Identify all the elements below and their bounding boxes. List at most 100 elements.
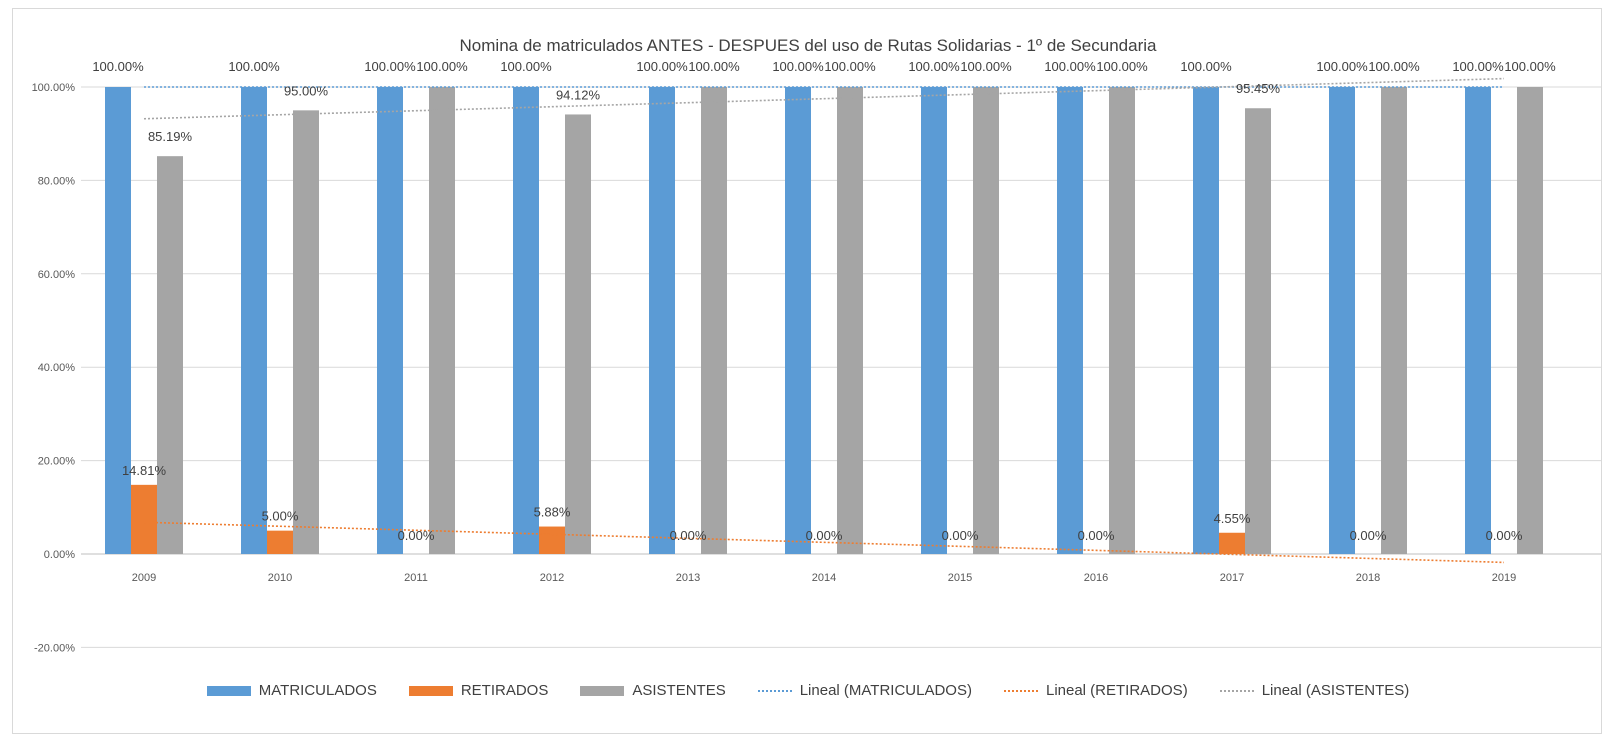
trendlines (143, 77, 1505, 564)
legend-swatch-asistentes (580, 685, 625, 696)
legend-item-retirados: RETIRADOS (408, 682, 549, 699)
bar-matriculados (377, 87, 403, 554)
data-label-matriculados: 100.00% (500, 59, 552, 74)
legend-swatch-retirados (408, 685, 453, 696)
y-tick-label: 40.00% (38, 362, 76, 374)
x-tick-label: 2015 (948, 572, 972, 584)
trendline-asistentes (143, 77, 1505, 120)
y-tick-label: -20.00% (34, 642, 75, 654)
data-label-matriculados: 100.00% (228, 59, 280, 74)
data-label-retirados: 0.00% (806, 528, 843, 543)
legend-line-trend-matriculados (757, 689, 792, 692)
data-label-matriculados: 100.00% (908, 59, 960, 74)
legend-item-trend-retirados: Lineal (RETIRADOS) (1003, 682, 1188, 699)
bar-asistentes (1245, 108, 1271, 554)
chart-plot-area: -20.00% 0.00% 20.00% 40.00% 60.00% 80.00% 100.… (32, 59, 1601, 654)
bar-asistentes (973, 87, 999, 554)
legend-item-trend-asistentes: Lineal (ASISTENTES) (1219, 682, 1410, 699)
x-tick-label: 2011 (404, 572, 428, 584)
bar-asistentes (1109, 87, 1135, 554)
bar-asistentes (1517, 87, 1543, 554)
data-label-matriculados: 100.00% (92, 59, 144, 74)
data-label-retirados: 5.88% (534, 505, 571, 520)
x-tick-label: 2009 (132, 572, 156, 584)
legend-label-trend-matriculados: Lineal (MATRICULADOS) (799, 682, 972, 699)
bar-retirados (267, 530, 293, 554)
data-label-asistentes: 100.00% (1096, 59, 1148, 74)
data-label-matriculados: 100.00% (772, 59, 824, 74)
data-label-retirados: 0.00% (1486, 528, 1523, 543)
bar-asistentes (565, 114, 591, 555)
data-label-retirados: 4.55% (1214, 511, 1251, 526)
bar-matriculados (785, 87, 811, 554)
data-label-asistentes: 100.00% (824, 59, 876, 74)
bar-asistentes (157, 156, 183, 554)
bar-matriculados (105, 87, 131, 554)
data-label-retirados: 14.81% (122, 463, 167, 478)
data-label-retirados: 0.00% (398, 528, 435, 543)
data-label-retirados: 0.00% (670, 528, 707, 543)
data-label-matriculados: 100.00% (1452, 59, 1504, 74)
data-label-asistentes: 95.45% (1236, 81, 1281, 96)
bar-matriculados (1057, 87, 1083, 554)
bar-asistentes (1381, 87, 1407, 554)
bar-matriculados (1193, 87, 1219, 554)
x-tick-label: 2018 (1356, 572, 1380, 584)
legend-label-asistentes: ASISTENTES (632, 682, 726, 699)
bar-matriculados (649, 87, 675, 554)
x-tick-label: 2017 (1220, 572, 1244, 584)
chart-frame: -20.00% 0.00% 20.00% 40.00% 60.00% 80.00% 100.… (12, 8, 1602, 734)
legend-item-matriculados: MATRICULADOS (206, 682, 377, 699)
x-axis-ticks: 2009 2010 2011 2012 2013 2014 2015 2016 2017 2018… (132, 572, 1516, 584)
data-labels: 100.00% 14.81% 85.19% 100.00% 5.00% 95.00% 100… (92, 59, 1556, 543)
y-tick-label: 0.00% (44, 549, 75, 561)
data-label-matriculados: 100.00% (1044, 59, 1096, 74)
legend-label-trend-retirados: Lineal (RETIRADOS) (1045, 682, 1188, 699)
x-tick-label: 2012 (540, 572, 564, 584)
data-label-asistentes: 85.19% (148, 129, 193, 144)
data-label-retirados: 5.00% (262, 509, 299, 524)
bar-matriculados (513, 87, 539, 554)
data-label-asistentes: 100.00% (960, 59, 1012, 74)
bar-asistentes (293, 110, 319, 554)
data-label-retirados: 0.00% (1078, 528, 1115, 543)
data-label-matriculados: 100.00% (636, 59, 688, 74)
y-tick-label: 100.00% (32, 82, 76, 94)
bar-retirados (539, 526, 565, 554)
bars (105, 87, 1543, 555)
legend-label-trend-asistentes: Lineal (ASISTENTES) (1261, 682, 1410, 699)
data-label-retirados: 0.00% (1350, 528, 1387, 543)
data-label-matriculados: 100.00% (1180, 59, 1232, 74)
bar-matriculados (1329, 87, 1355, 554)
legend-swatch-matriculados (206, 685, 251, 696)
legend-line-trend-asistentes (1219, 689, 1254, 692)
legend-label-retirados: RETIRADOS (460, 682, 549, 699)
bar-matriculados (1465, 87, 1491, 554)
data-label-asistentes: 94.12% (556, 87, 601, 102)
chart-title: Nomina de matriculados ANTES - DESPUES d… (459, 36, 1157, 55)
x-tick-label: 2019 (1492, 572, 1516, 584)
x-tick-label: 2010 (268, 572, 292, 584)
y-tick-label: 60.00% (38, 269, 76, 281)
data-label-matriculados: 100.00% (364, 59, 416, 74)
bar-retirados (131, 484, 157, 554)
data-label-asistentes: 100.00% (1368, 59, 1420, 74)
bar-asistentes (837, 87, 863, 554)
bar-retirados (1219, 532, 1245, 554)
data-label-retirados: 0.00% (942, 528, 979, 543)
bar-asistentes (701, 87, 727, 554)
data-label-asistentes: 100.00% (688, 59, 740, 74)
y-axis-ticks: -20.00% 0.00% 20.00% 40.00% 60.00% 80.00% 100.… (32, 82, 76, 654)
y-tick-label: 80.00% (38, 175, 76, 187)
x-tick-label: 2014 (812, 572, 836, 584)
data-label-asistentes: 95.00% (284, 83, 329, 98)
bar-asistentes (429, 87, 455, 554)
data-label-asistentes: 100.00% (416, 59, 468, 74)
legend-item-trend-matriculados: Lineal (MATRICULADOS) (757, 682, 972, 699)
legend-line-trend-retirados (1003, 689, 1038, 692)
bar-matriculados (241, 87, 267, 554)
data-label-asistentes: 100.00% (1504, 59, 1556, 74)
legend-item-asistentes: ASISTENTES (580, 682, 726, 699)
x-tick-label: 2016 (1084, 572, 1108, 584)
legend-label-matriculados: MATRICULADOS (258, 682, 377, 699)
